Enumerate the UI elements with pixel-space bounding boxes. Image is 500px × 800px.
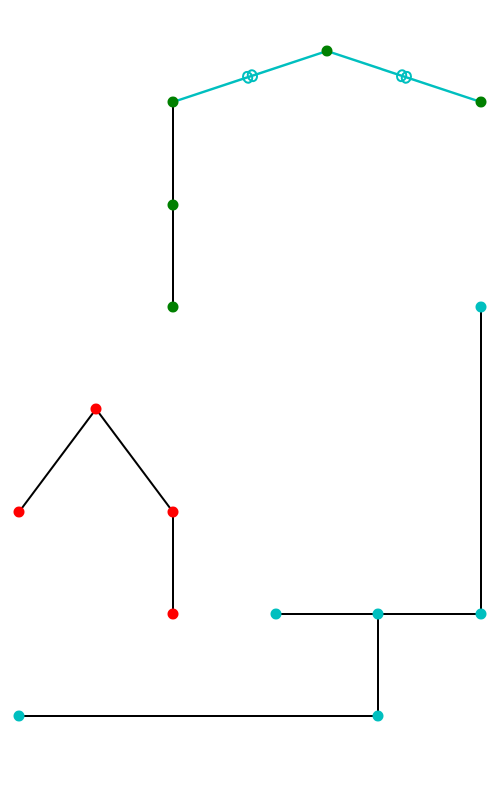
node-r4 [167, 608, 179, 620]
chain-link-icon [396, 69, 412, 84]
node-r1 [90, 403, 102, 415]
chain-link-icon [242, 69, 258, 84]
node-g4 [167, 199, 179, 211]
edge-r1-r2 [18, 408, 97, 513]
edge-r1-r3 [95, 408, 174, 513]
node-g1 [167, 96, 179, 108]
edge-g1-g2 [172, 49, 328, 104]
node-r3 [167, 506, 179, 518]
node-c4 [372, 608, 384, 620]
node-c6 [13, 710, 25, 722]
node-g5 [167, 301, 179, 313]
edge-g2-g3 [326, 49, 482, 104]
node-r2 [13, 506, 25, 518]
node-g2 [321, 45, 333, 57]
node-c5 [372, 710, 384, 722]
nodes-layer [13, 45, 487, 722]
edge-line [172, 49, 328, 104]
node-g3 [475, 96, 487, 108]
edge-line [18, 408, 97, 513]
node-c2 [475, 608, 487, 620]
node-c3 [270, 608, 282, 620]
edges-layer [18, 49, 482, 717]
node-c1 [475, 301, 487, 313]
edge-line [95, 408, 174, 513]
